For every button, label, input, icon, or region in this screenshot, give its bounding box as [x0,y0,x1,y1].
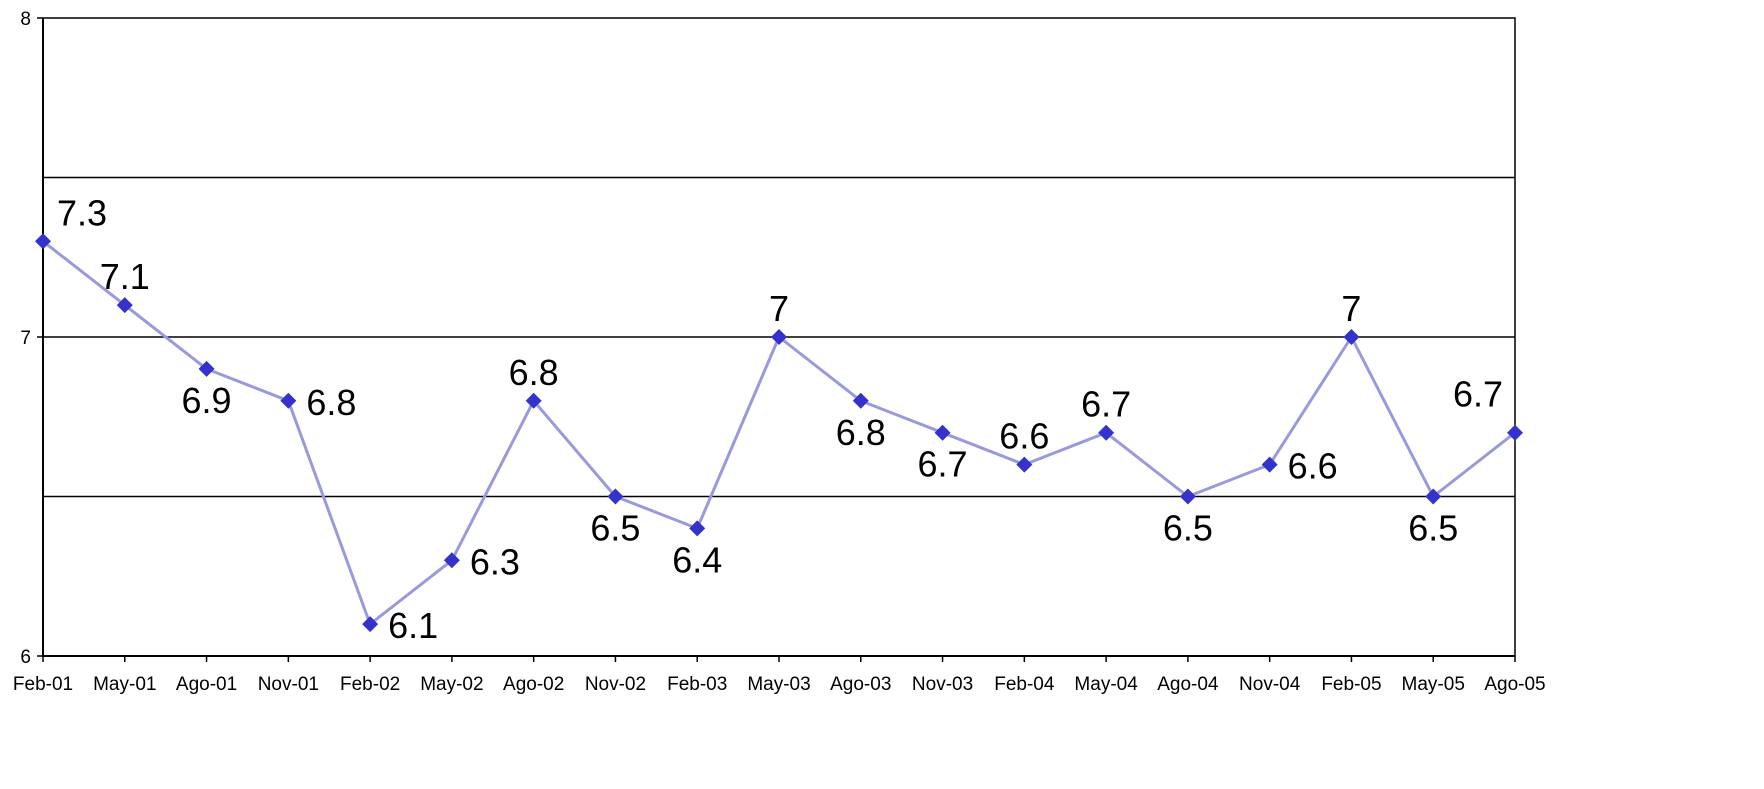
data-label: 7 [1341,288,1361,329]
data-label: 6.8 [306,382,356,423]
axes [37,17,1516,662]
data-point-marker [689,520,706,537]
y-tick-label: 7 [20,328,31,349]
data-label: 6.8 [509,352,559,393]
data-label: 6.4 [672,539,722,580]
data-label: 6.5 [1408,508,1458,549]
x-tick-label: Ago-03 [830,674,891,695]
x-tick-label: Ago-01 [176,674,237,695]
y-tick-label: 6 [20,647,31,668]
data-point-marker [1016,456,1033,473]
data-point-marker [116,297,133,314]
data-point-marker [934,424,951,441]
x-tick-label: Nov-04 [1239,674,1301,695]
x-tick-label: Ago-04 [1157,674,1219,695]
x-tick-label: Feb-01 [13,674,73,695]
data-label: 6.6 [1288,446,1338,487]
x-tick-label: Nov-03 [912,674,973,695]
data-point-marker [852,392,869,409]
x-tick-label: Nov-02 [585,674,646,695]
data-labels: 7.3 7.1 6.9 6.8 6.1 6.3 6.8 6.5 6.4 7 6.8 6.7 6.6 6.7… [57,192,1503,646]
x-tick-label: Feb-04 [994,674,1055,695]
data-label: 6.5 [1163,508,1213,549]
data-label: 6.6 [999,416,1049,457]
data-label: 7 [769,288,789,329]
data-label: 6.7 [1453,374,1503,415]
data-label: 6.8 [836,412,886,453]
data-point-marker [607,488,624,505]
data-point-marker [362,616,379,633]
data-point-marker [1261,456,1278,473]
data-point-marker [1179,488,1196,505]
x-tick-labels: Feb-01 May-01 Ago-01 Nov-01 Feb-02 May-02 Ago-… [13,674,1546,695]
data-markers [35,233,1523,633]
data-label: 6.7 [918,444,968,485]
x-tick-label: May-04 [1074,674,1138,695]
data-point-marker [280,392,297,409]
data-label: 6.9 [182,380,232,421]
data-point-marker [525,392,542,409]
data-point-marker [1098,424,1115,441]
data-label: 6.3 [470,541,520,582]
data-label: 7.3 [57,192,107,233]
y-tick-labels: 6 7 8 [20,9,31,668]
data-point-marker [35,233,51,250]
x-tick-label: Feb-03 [667,674,727,695]
x-tick-label: Feb-02 [340,674,400,695]
x-tick-label: Ago-05 [1484,674,1545,695]
x-tick-label: Feb-05 [1321,674,1381,695]
data-label: 6.7 [1081,384,1131,425]
y-tick-label: 8 [20,9,31,30]
x-tick-label: May-02 [420,674,483,695]
data-point-marker [1343,329,1360,345]
data-point-marker [198,360,215,377]
data-point-marker [1507,424,1523,441]
x-tick-label: May-01 [93,674,156,695]
data-point-marker [1425,488,1442,505]
data-label: 6.5 [590,508,640,549]
x-tick-label: May-05 [1402,674,1465,695]
x-tick-label: Ago-02 [503,674,564,695]
data-label: 6.1 [388,605,438,646]
data-label: 7.1 [100,256,150,297]
x-tick-label: May-03 [747,674,810,695]
data-point-marker [443,552,460,569]
x-tick-label: Nov-01 [258,674,319,695]
data-point-marker [771,329,787,345]
